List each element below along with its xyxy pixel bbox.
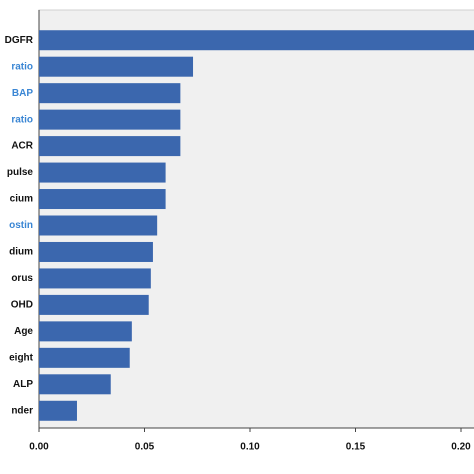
- bar: [39, 189, 166, 210]
- x-tick-label: 0.20: [451, 442, 471, 453]
- y-tick-label: ostin: [9, 220, 33, 231]
- bar: [39, 56, 194, 77]
- x-tick-label: 0.15: [346, 442, 366, 453]
- y-tick-label: ALP: [13, 379, 33, 390]
- y-tick-label: ratio: [11, 114, 33, 125]
- y-tick-label: BAP: [12, 88, 33, 99]
- bar: [39, 136, 181, 157]
- bar: [39, 83, 181, 104]
- x-tick-label: 0.10: [240, 442, 260, 453]
- y-tick-label: OHD: [11, 300, 33, 311]
- y-tick-label: orus: [11, 273, 33, 284]
- bar: [39, 268, 151, 289]
- y-tick-label: eight: [9, 352, 34, 363]
- bar: [39, 215, 158, 236]
- y-tick-label: nder: [11, 405, 33, 416]
- y-tick-label: cium: [10, 194, 33, 205]
- x-tick-label: 0.05: [135, 442, 155, 453]
- bar: [39, 30, 474, 51]
- bar: [39, 400, 77, 421]
- x-tick-label: 0.00: [29, 442, 49, 453]
- y-tick-label: dium: [9, 247, 33, 258]
- bar: [39, 374, 111, 395]
- y-tick-label: DGFR: [5, 35, 34, 46]
- bar: [39, 109, 181, 130]
- bar: [39, 241, 153, 262]
- y-tick-label: Age: [14, 326, 33, 337]
- bar: [39, 347, 130, 368]
- bar: [39, 162, 166, 183]
- y-tick-label: ratio: [11, 61, 33, 72]
- bar: [39, 294, 149, 315]
- y-tick-label: pulse: [7, 167, 34, 178]
- bar: [39, 321, 132, 342]
- y-tick-label: ACR: [11, 141, 33, 152]
